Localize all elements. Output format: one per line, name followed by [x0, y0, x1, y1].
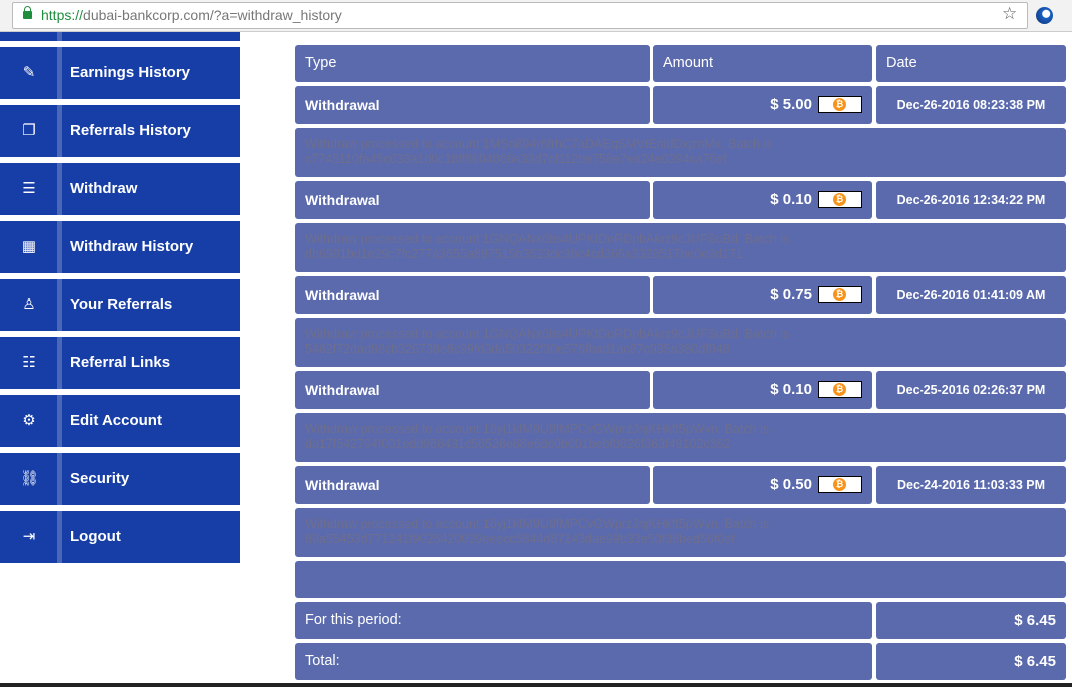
address-bar[interactable]: https://dubai-bankcorp.com/?a=withdraw_h…	[12, 2, 1028, 29]
copy-icon: ❐	[22, 122, 36, 139]
row-detail: Withdraw processed to account 1GNQANx6bs…	[295, 223, 1066, 272]
sidebar-item-label: Referral Links	[70, 354, 171, 371]
total-label: Total:	[295, 643, 872, 680]
row-date: Dec-26-2016 08:23:38 PM	[876, 86, 1066, 124]
separator	[57, 47, 62, 99]
currency-badge: ₿	[818, 475, 862, 493]
sidebar-item-label: Earnings History	[70, 64, 191, 81]
gear-icon: ⚙	[22, 412, 36, 429]
browser-toolbar: https://dubai-bankcorp.com/?a=withdraw_h…	[0, 0, 1072, 32]
row-amount: $ 5.00 ₿	[653, 86, 872, 124]
sidebar-item-referral-links[interactable]: ☷ Referral Links	[0, 337, 240, 389]
sidebar-item-label: Your Referrals	[70, 296, 173, 313]
row-amount: $ 0.50 ₿	[653, 466, 872, 504]
sidebar-item-label: Withdraw History	[70, 238, 194, 255]
sidebar-item-label: Edit Account	[70, 412, 162, 429]
separator	[57, 163, 62, 215]
separator	[57, 395, 62, 447]
separator	[57, 221, 62, 273]
row-detail: Withdraw processed to account 16yj1kfM9U…	[295, 508, 1066, 557]
list-alt-icon: ☷	[22, 354, 36, 371]
list-icon: ☰	[22, 180, 36, 197]
row-type: Withdrawal	[295, 466, 650, 504]
sidebar-item-security[interactable]: ⛓ Security	[0, 453, 240, 505]
header-amount: Amount	[653, 45, 872, 82]
row-type: Withdrawal	[295, 181, 650, 219]
row-amount: $ 0.75 ₿	[653, 276, 872, 314]
bitcoin-icon: ₿	[833, 287, 846, 301]
period-label: For this period:	[295, 602, 872, 639]
period-value: $ 6.45	[876, 602, 1066, 639]
taskbar-edge	[0, 683, 1072, 687]
separator	[57, 337, 62, 389]
row-date: Dec-25-2016 02:26:37 PM	[876, 371, 1066, 409]
total-value: $ 6.45	[876, 643, 1066, 680]
separator	[57, 453, 62, 505]
row-date: Dec-26-2016 12:34:22 PM	[876, 181, 1066, 219]
extension-icon[interactable]	[1036, 7, 1053, 24]
row-date: Dec-26-2016 01:41:09 AM	[876, 276, 1066, 314]
row-amount: $ 0.10 ₿	[653, 371, 872, 409]
currency-badge: ₿	[818, 95, 862, 113]
sidebar-item-edit-account[interactable]: ⚙ Edit Account	[0, 395, 240, 447]
amount-value: $ 0.75	[770, 286, 812, 303]
bitcoin-icon: ₿	[833, 192, 846, 206]
row-detail: Withdraw processed to account 16yj1kfM9U…	[295, 413, 1066, 462]
calendar-icon: ▦	[21, 238, 37, 255]
row-detail: Withdraw processed to account 1GNQANx6bs…	[295, 318, 1066, 367]
separator	[57, 279, 62, 331]
header-type: Type	[295, 45, 650, 82]
url-protocol: https://	[41, 7, 84, 23]
amount-value: $ 0.10	[770, 191, 812, 208]
currency-badge: ₿	[818, 380, 862, 398]
sidebar-item-label: Referrals History	[70, 122, 191, 139]
row-amount: $ 0.10 ₿	[653, 181, 872, 219]
bitcoin-icon: ₿	[833, 382, 846, 396]
row-detail: Withdraw processed to account 1MSn894r8f…	[295, 128, 1066, 177]
sidebar-item-label: Withdraw	[70, 180, 138, 197]
bitcoin-icon: ₿	[833, 97, 846, 111]
link-icon: ⛓	[20, 470, 40, 487]
currency-badge: ₿	[818, 285, 862, 303]
currency-badge: ₿	[818, 190, 862, 208]
sidebar-item-logout[interactable]: ⇥ Logout	[0, 511, 240, 563]
sidebar-item-earnings-history[interactable]: ✎ Earnings History	[0, 47, 240, 99]
row-type: Withdrawal	[295, 86, 650, 124]
sidebar-item-label: Logout	[70, 528, 121, 545]
amount-value: $ 5.00	[770, 96, 812, 113]
sidebar-item-withdraw-history[interactable]: ▦ Withdraw History	[0, 221, 240, 273]
row-type: Withdrawal	[295, 276, 650, 314]
sidebar-item-referrals-history[interactable]: ❐ Referrals History	[0, 105, 240, 157]
row-date: Dec-24-2016 11:03:33 PM	[876, 466, 1066, 504]
edit-icon: ✎	[22, 64, 36, 81]
sidebar-item-your-referrals[interactable]: ♙ Your Referrals	[0, 279, 240, 331]
amount-value: $ 0.50	[770, 476, 812, 493]
separator	[57, 511, 62, 563]
empty-row	[295, 561, 1066, 598]
sidebar-item-label: Security	[70, 470, 130, 487]
amount-value: $ 0.10	[770, 381, 812, 398]
bookmark-star-icon[interactable]: ☆	[1002, 4, 1018, 23]
logout-icon: ⇥	[22, 528, 36, 545]
row-type: Withdrawal	[295, 371, 650, 409]
user-icon: ♙	[22, 296, 36, 313]
separator	[57, 105, 62, 157]
sidebar-item-withdraw[interactable]: ☰ Withdraw	[0, 163, 240, 215]
url-path: dubai-bankcorp.com/?a=withdraw_history	[83, 7, 342, 23]
sidebar-item-partial[interactable]	[0, 32, 240, 41]
lock-icon	[23, 6, 32, 19]
bitcoin-icon: ₿	[833, 477, 846, 491]
header-date: Date	[876, 45, 1066, 82]
